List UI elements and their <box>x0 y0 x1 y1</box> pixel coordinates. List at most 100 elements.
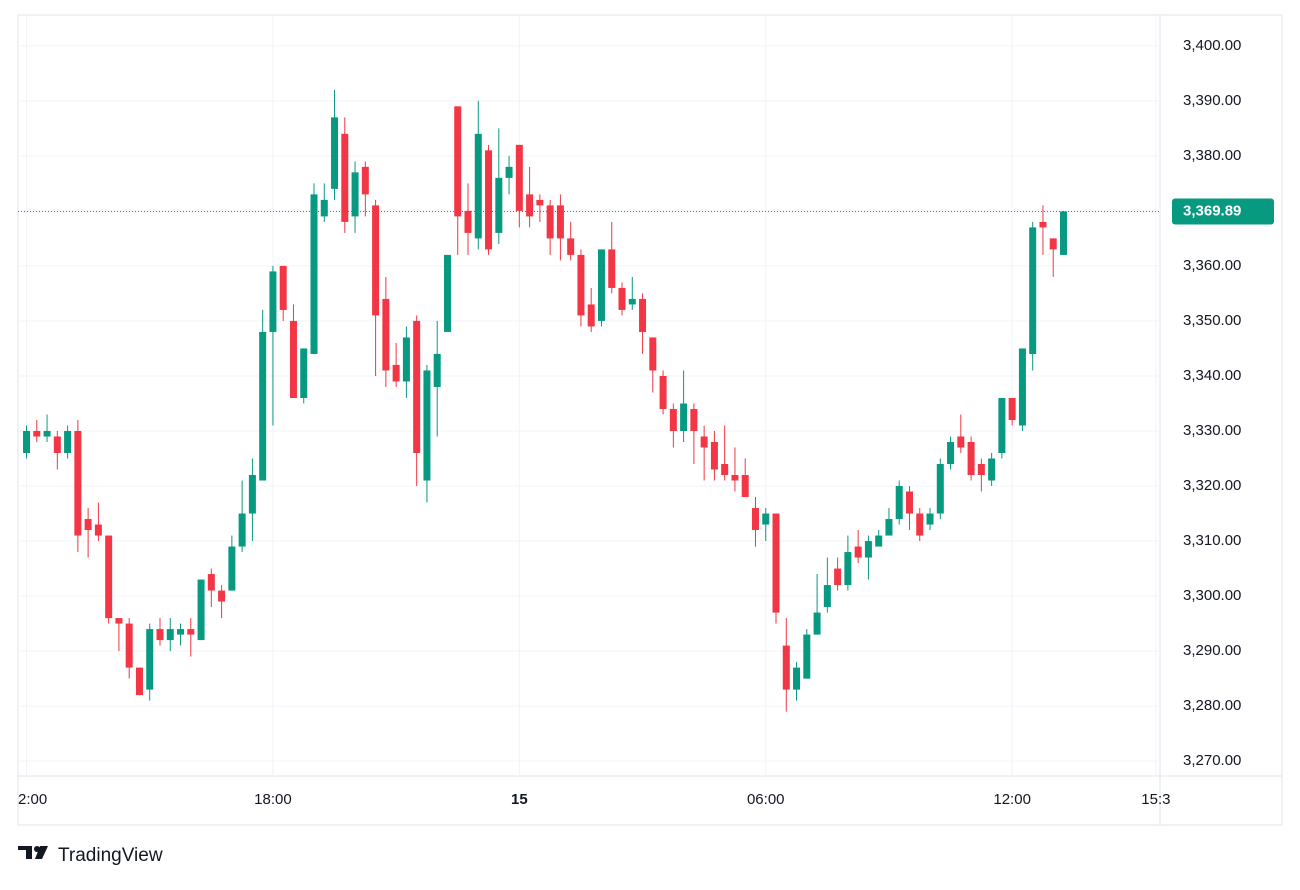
candle-body <box>310 194 318 354</box>
candle-body <box>916 513 924 536</box>
candle-body <box>762 513 770 525</box>
candle-body <box>741 475 749 498</box>
candle-body <box>372 205 380 316</box>
candle-body <box>259 331 267 481</box>
candle-body <box>115 618 123 624</box>
candle-body <box>751 508 759 531</box>
y-tick-label: 3,300.00 <box>1183 587 1241 604</box>
candle-body <box>567 238 575 255</box>
candle-body <box>546 205 554 239</box>
candle-body <box>454 106 462 217</box>
candle-body <box>177 629 185 635</box>
current-price-label: 3,369.89 <box>1183 202 1241 219</box>
candle-body <box>587 304 595 327</box>
candle-body <box>895 486 903 520</box>
x-tick-label: 18:00 <box>254 791 292 808</box>
candle-body <box>84 519 92 531</box>
candle-body <box>320 199 328 217</box>
candle-body <box>700 436 708 448</box>
y-tick-label: 3,400.00 <box>1183 37 1241 54</box>
y-tick-label: 3,390.00 <box>1183 92 1241 109</box>
candle-body <box>967 441 975 476</box>
candle-body <box>947 441 955 465</box>
candle-body <box>577 254 585 316</box>
candle-body <box>823 585 831 608</box>
candle-body <box>936 464 944 514</box>
candle-body <box>64 430 72 454</box>
candle-body <box>269 271 277 332</box>
candle-body <box>844 552 852 586</box>
y-tick-label: 3,320.00 <box>1183 477 1241 494</box>
brand-name: TradingView <box>58 845 163 866</box>
y-tick-label: 3,280.00 <box>1183 697 1241 714</box>
candle-body <box>33 430 41 437</box>
candle-body <box>166 629 174 641</box>
y-tick-label: 3,330.00 <box>1183 422 1241 439</box>
candle-body <box>628 298 636 305</box>
candle-body <box>639 298 647 332</box>
candle-body <box>331 117 339 189</box>
candle-body <box>238 513 246 547</box>
candle-body <box>228 546 236 591</box>
candle-body <box>156 629 164 641</box>
candle-body <box>495 177 503 233</box>
brand-logo <box>18 846 48 859</box>
candle-body <box>649 337 657 371</box>
candle-body <box>382 298 390 371</box>
candle-body <box>1018 348 1026 426</box>
candle-body <box>197 579 205 641</box>
x-tick-label: 2:00 <box>18 791 47 808</box>
candle-body <box>105 535 113 619</box>
y-tick-label: 3,310.00 <box>1183 532 1241 549</box>
y-tick-label: 3,380.00 <box>1183 147 1241 164</box>
candle-body <box>526 194 534 217</box>
candle-body <box>1029 227 1037 354</box>
candle-body <box>402 337 410 382</box>
candle-body <box>834 568 842 586</box>
candle-body <box>813 612 821 635</box>
x-tick-label: 12:00 <box>993 791 1031 808</box>
candle-body <box>43 430 51 437</box>
candle-body <box>341 133 349 222</box>
candle-body <box>803 634 811 679</box>
y-tick-label: 3,340.00 <box>1183 367 1241 384</box>
candle-body <box>926 513 934 525</box>
candle-body <box>392 364 400 382</box>
y-tick-label: 3,270.00 <box>1183 752 1241 769</box>
candle-body <box>279 265 287 310</box>
candle-body <box>988 458 996 481</box>
candle-body <box>248 475 256 514</box>
x-tick-label: 06:00 <box>747 791 785 808</box>
candle-body <box>905 491 913 514</box>
candle-body <box>135 667 143 696</box>
candle-body <box>618 287 626 310</box>
candle-body <box>423 370 431 481</box>
candle-body <box>53 436 61 454</box>
candle-body <box>864 541 872 558</box>
candle-body <box>443 254 451 332</box>
y-tick-label: 3,350.00 <box>1183 312 1241 329</box>
candle-body <box>413 320 421 454</box>
candle-body <box>690 408 698 431</box>
candle-body <box>218 590 226 602</box>
candle-body <box>977 464 985 476</box>
candle-body <box>94 524 102 536</box>
candles <box>23 89 1067 712</box>
x-tick-label: 15:3 <box>1141 791 1170 808</box>
y-tick-label: 3,360.00 <box>1183 257 1241 274</box>
candle-body <box>772 513 780 613</box>
candle-body <box>710 441 718 470</box>
candle-body <box>1049 238 1057 250</box>
candle-body <box>505 166 513 178</box>
candle-body <box>464 210 472 233</box>
current-price-tag <box>1172 198 1274 225</box>
candle-body <box>187 629 195 635</box>
candle-body <box>125 623 133 668</box>
candle-body <box>515 144 523 211</box>
candle-body <box>1039 221 1047 228</box>
candle-body <box>793 667 801 690</box>
candle-body <box>536 199 544 206</box>
candle-body <box>680 403 688 431</box>
candle-body <box>669 408 677 431</box>
